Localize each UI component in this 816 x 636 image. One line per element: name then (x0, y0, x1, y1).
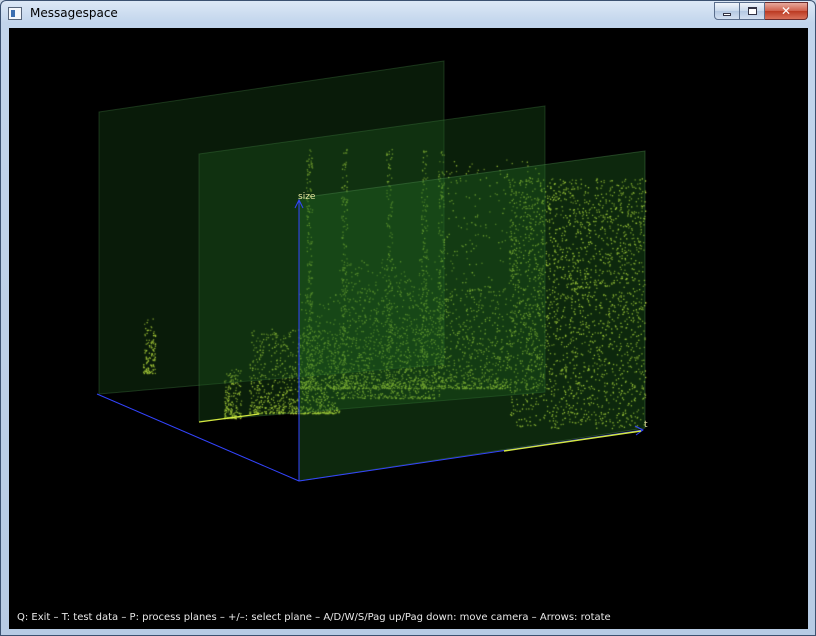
minimize-icon (723, 12, 731, 16)
maximize-icon (747, 7, 757, 15)
baseline-trace-front (503, 430, 642, 452)
keyboard-help-text: Q: Exit – T: test data – P: process plan… (17, 612, 611, 623)
axis-size-label: size (298, 192, 316, 202)
scene-geometry (96, 60, 646, 482)
title-bar[interactable]: Messagespace ✕ (1, 1, 815, 28)
message-plane-middle (198, 105, 546, 422)
3d-viewport[interactable]: size t Q: Exit – T: test data – P: proce… (9, 28, 808, 629)
point-cloud-layer (9, 28, 808, 629)
message-plane-front (298, 150, 646, 482)
close-button[interactable]: ✕ (765, 2, 808, 20)
axis-t-arrow (634, 425, 644, 436)
baseline-trace-middle (198, 413, 260, 423)
app-window-icon[interactable] (8, 7, 22, 20)
caption-buttons: ✕ (714, 2, 808, 20)
minimize-button[interactable] (714, 2, 740, 20)
close-icon: ✕ (780, 4, 792, 18)
maximize-button[interactable] (740, 2, 765, 20)
axis-floor-left (96, 393, 300, 482)
axis-size-arrow (294, 198, 304, 209)
axis-t-label: t (644, 420, 648, 430)
window-title: Messagespace (30, 6, 118, 20)
message-plane-back (98, 60, 445, 395)
